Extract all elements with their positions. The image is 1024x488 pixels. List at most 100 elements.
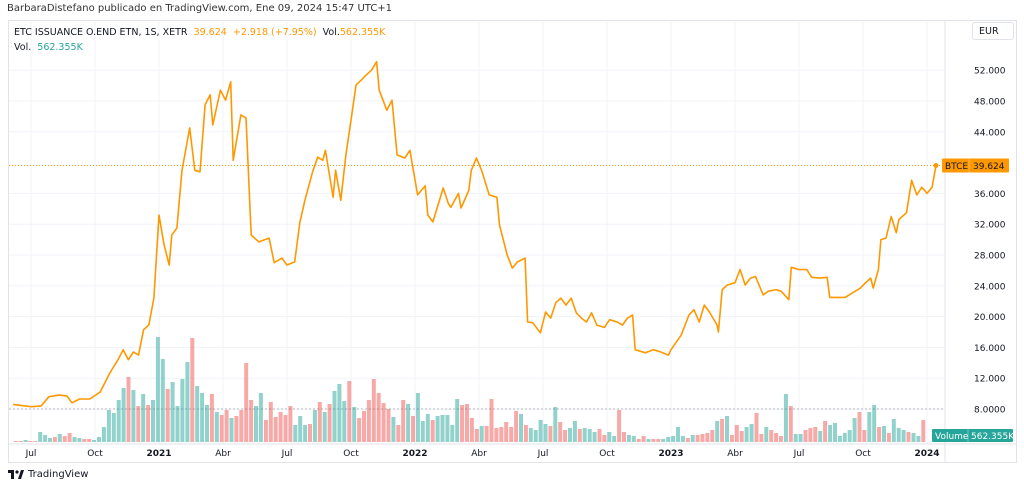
volume-bar	[303, 425, 308, 442]
volume-bar	[455, 399, 460, 442]
volume-bar	[523, 425, 528, 442]
volume-bar	[563, 430, 568, 442]
y-tick-label: 36.000	[974, 190, 1006, 200]
volume-bar	[685, 438, 690, 442]
volume-bar	[38, 432, 43, 442]
volume-bar	[626, 435, 631, 442]
volume-bar	[278, 412, 283, 442]
x-tick-label: Jul	[25, 449, 37, 459]
volume-bar	[239, 410, 244, 442]
volume-bar	[509, 427, 514, 442]
volume-bar	[273, 417, 278, 442]
volume-bar	[533, 430, 538, 442]
volume-badge-bg	[932, 429, 1013, 442]
volume-bar	[52, 437, 57, 442]
volume-bar	[833, 423, 837, 442]
volume-bar	[607, 432, 612, 442]
volume-bar	[818, 431, 823, 442]
volume-bar	[857, 412, 862, 442]
volume-bar	[445, 415, 450, 442]
volume-bar	[160, 359, 165, 442]
volume-bar	[582, 428, 587, 442]
y-tick-label: 12.000	[974, 375, 1006, 385]
volume-bar	[720, 419, 725, 442]
x-tick-label: Abr	[727, 449, 743, 459]
y-tick-label: 32.000	[974, 221, 1006, 231]
volume-bar	[420, 421, 425, 442]
volume-bar	[548, 426, 553, 442]
volume-bar	[558, 422, 563, 442]
volume-bar	[165, 389, 170, 442]
volume-bar	[695, 435, 700, 442]
volume-bar	[568, 428, 572, 442]
volume-bar	[406, 404, 411, 442]
volume-bar	[23, 440, 28, 442]
volume-bar	[322, 412, 327, 442]
chart-frame	[8, 20, 1017, 463]
volume-bar	[577, 429, 582, 442]
volume-bar	[651, 439, 656, 442]
volume-bar	[754, 413, 759, 442]
volume-bar	[901, 430, 906, 442]
legend-main-row: ETC ISSUANCE O.END ETN, 1S, XETR 39.624 …	[14, 25, 385, 40]
volume-bar	[391, 417, 396, 442]
volume-bar	[612, 436, 617, 442]
volume-bar	[666, 437, 671, 442]
volume-bar	[783, 394, 788, 442]
volume-bar	[450, 425, 455, 442]
volume-bar	[656, 439, 661, 442]
volume-bar	[617, 410, 622, 442]
tradingview-brand: TradingView	[28, 469, 89, 480]
price-badge-value: 39.624	[973, 162, 1005, 172]
volume-bar	[18, 441, 23, 442]
volume-bar	[553, 407, 558, 442]
currency-button[interactable]: EUR	[972, 22, 1014, 40]
volume-bar	[97, 437, 101, 442]
volume-bar	[514, 411, 519, 442]
volume-bar	[293, 425, 298, 442]
volume-bar	[896, 428, 901, 442]
volume-bar	[396, 425, 401, 442]
volume-bar	[671, 436, 676, 442]
volume-badge-value: 562.355K	[971, 432, 1015, 442]
volume-badge: Volume 562.355K	[932, 429, 1015, 442]
published-by-text: BarbaraDistefano publicado en TradingVie…	[7, 3, 393, 14]
y-tick-label: 28.000	[974, 252, 1006, 262]
volume-bar	[499, 427, 504, 442]
price-badge-ticker: BTCE	[945, 162, 968, 172]
legend-symbol[interactable]: ETC ISSUANCE O.END ETN, 1S, XETR	[14, 27, 188, 38]
volume-bar	[111, 413, 116, 442]
volume-bar	[352, 407, 357, 442]
volume-bar	[572, 421, 577, 442]
volume-bar	[734, 425, 739, 442]
volume-bar	[729, 435, 734, 442]
legend-change: +2.918 (+7.95%)	[232, 27, 317, 38]
y-tick-label: 48.000	[974, 98, 1006, 108]
volume-bar	[641, 436, 646, 442]
volume-bar	[538, 420, 543, 442]
volume-bar	[774, 433, 779, 442]
volume-bar	[779, 436, 783, 442]
volume-bar	[587, 429, 592, 442]
volume-bar	[209, 394, 214, 442]
volume-bar	[430, 420, 435, 442]
volume-bar	[347, 381, 352, 442]
legend-volume-label[interactable]: Vol.	[14, 42, 32, 53]
volume-bar	[62, 436, 67, 442]
volume-bar	[519, 414, 523, 442]
volume-bar	[146, 405, 151, 442]
volume-bar	[415, 393, 420, 442]
volume-bar	[636, 439, 641, 442]
volume-bar	[411, 416, 415, 442]
volume-bar	[126, 377, 131, 442]
volume-bar	[48, 438, 52, 442]
volume-bar	[680, 436, 685, 442]
volume-bar	[828, 425, 833, 442]
tradingview-logo[interactable]: TradingView	[8, 469, 88, 480]
volume-bar	[327, 404, 332, 442]
volume-bar	[803, 430, 808, 442]
legend-vol-label: Vol.	[322, 27, 340, 38]
volume-bar	[229, 418, 234, 442]
x-tick-label: Oct	[87, 449, 103, 459]
